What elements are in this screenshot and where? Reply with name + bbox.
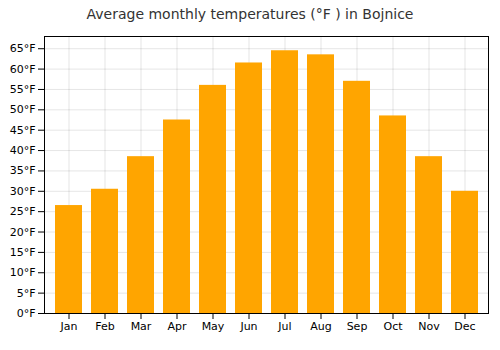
svg-text:Apr: Apr (167, 320, 187, 333)
svg-text:5°F: 5°F (17, 287, 36, 300)
svg-text:25°F: 25°F (10, 205, 36, 218)
svg-text:Sep: Sep (347, 320, 368, 333)
svg-text:45°F: 45°F (10, 124, 36, 137)
svg-text:60°F: 60°F (10, 63, 36, 76)
svg-text:55°F: 55°F (10, 83, 36, 96)
html-text:Average monthly temperatures (: Average monthly temperatures (°F ) in Bo… (86, 6, 414, 22)
svg-text:Oct: Oct (383, 320, 403, 333)
svg-text:Jan: Jan (60, 320, 78, 333)
svg-text:15°F: 15°F (10, 246, 36, 259)
svg-text:65°F: 65°F (10, 42, 36, 55)
svg-text:20°F: 20°F (10, 226, 36, 239)
svg-text:10°F: 10°F (10, 266, 36, 279)
svg-text:0°F: 0°F (17, 307, 36, 320)
svg-text:Jun: Jun (239, 320, 257, 333)
svg-text:Aug: Aug (310, 320, 331, 333)
svg-text:May: May (202, 320, 225, 333)
svg-text:Feb: Feb (95, 320, 114, 333)
svg-text:35°F: 35°F (10, 164, 36, 177)
svg-text:Mar: Mar (131, 320, 152, 333)
svg-text:Dec: Dec (454, 320, 475, 333)
svg-text:50°F: 50°F (10, 103, 36, 116)
svg-text:30°F: 30°F (10, 185, 36, 198)
svg-text:Jul: Jul (277, 320, 291, 333)
svg-text:Nov: Nov (418, 320, 440, 333)
svg-text:40°F: 40°F (10, 144, 36, 157)
